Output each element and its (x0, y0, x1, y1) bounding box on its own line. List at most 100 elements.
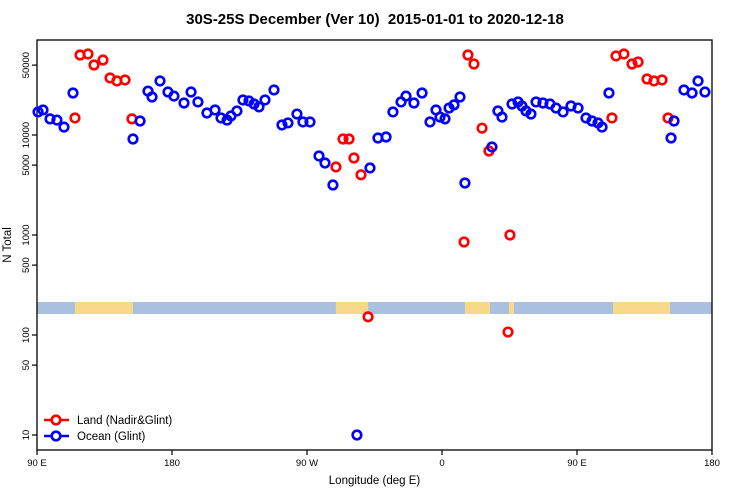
data-point-ocean (668, 115, 680, 127)
data-point-ocean (319, 157, 331, 169)
data-point-ocean (665, 132, 677, 144)
data-point-ocean (557, 106, 569, 118)
data-point-ocean (304, 116, 316, 128)
data-point-land (337, 133, 349, 145)
data-point-land (502, 326, 514, 338)
data-point-ocean (51, 114, 63, 126)
data-point-ocean (268, 84, 280, 96)
data-point-land (462, 49, 474, 61)
data-point-ocean (253, 101, 265, 113)
band-segment-ocean (37, 301, 75, 315)
y-axis-tick-label: 10 (21, 430, 32, 441)
y-axis-tick-label: 500 (21, 257, 32, 273)
data-point-ocean (486, 141, 498, 153)
data-point-land (348, 152, 360, 164)
data-point-ocean (692, 75, 704, 87)
data-point-land (119, 74, 131, 86)
data-point-ocean (291, 108, 303, 120)
data-point-ocean (276, 119, 288, 131)
data-point-land (504, 229, 516, 241)
x-axis-label: Longitude (deg E) (329, 475, 421, 487)
band-segment-ocean (514, 301, 613, 315)
data-point-ocean (146, 91, 158, 103)
data-point-ocean (58, 121, 70, 133)
y-axis-label: N Total (2, 227, 14, 263)
data-point-ocean (448, 99, 460, 111)
data-point-ocean (297, 116, 309, 128)
data-point-ocean (67, 87, 79, 99)
data-point-ocean (454, 91, 466, 103)
x-axis-tick-label: 90 E (27, 458, 47, 469)
data-point-ocean (459, 177, 471, 189)
y-axis-tick-label: 5000 (21, 155, 32, 176)
band-segment-ocean (133, 301, 336, 315)
data-point-ocean (154, 75, 166, 87)
x-axis-tick-label: 90 W (296, 458, 318, 469)
data-point-ocean (209, 104, 221, 116)
data-point-land (606, 112, 618, 124)
data-point-ocean (537, 97, 549, 109)
data-point-land (330, 161, 342, 173)
band-segment-ocean (368, 301, 465, 315)
band-segment-ocean (490, 301, 510, 315)
data-point-land (626, 58, 638, 70)
data-point-land (618, 48, 630, 60)
data-point-ocean (525, 108, 537, 120)
data-point-ocean (327, 179, 339, 191)
band-segment-ocean (670, 301, 712, 315)
data-point-ocean (400, 90, 412, 102)
legend-marker-land (50, 414, 62, 426)
data-point-ocean (387, 106, 399, 118)
band-segment-land (74, 301, 133, 315)
data-point-ocean (134, 115, 146, 127)
data-point-ocean (380, 131, 392, 143)
data-point-ocean (496, 111, 508, 123)
legend-label-land: Land (Nadir&Glint) (77, 415, 172, 427)
band-segment-land (335, 301, 369, 315)
data-point-ocean (313, 150, 325, 162)
chart-title: 30S-25S December (Ver 10) 2015-01-01 to … (186, 11, 564, 28)
data-point-ocean (259, 94, 271, 106)
data-point-land (343, 133, 355, 145)
y-axis-tick-label: 10000 (21, 122, 32, 148)
data-point-ocean (127, 133, 139, 145)
data-point-ocean (416, 87, 428, 99)
plot-border (36, 39, 713, 451)
data-point-ocean (185, 86, 197, 98)
data-point-ocean (237, 94, 249, 106)
data-point-ocean (586, 115, 598, 127)
data-point-land (656, 74, 668, 86)
data-point-ocean (215, 112, 227, 124)
data-point-land (97, 54, 109, 66)
data-point-land (458, 236, 470, 248)
data-point-land (69, 112, 81, 124)
legend-label-ocean: Ocean (Glint) (77, 431, 146, 443)
data-point-ocean (603, 87, 615, 99)
data-point-ocean (572, 102, 584, 114)
data-point-land (476, 122, 488, 134)
data-point-ocean (408, 97, 420, 109)
y-axis-tick-label: 1000 (21, 224, 32, 245)
x-axis-tick-label: 0 (439, 458, 444, 469)
data-point-ocean (351, 429, 363, 441)
x-axis-tick-label: 180 (164, 458, 180, 469)
y-axis-tick-label: 50000 (21, 52, 32, 78)
legend-marker-ocean (50, 430, 62, 442)
x-axis-tick-label: 180 (704, 458, 720, 469)
data-point-land (632, 56, 644, 68)
data-point-land (362, 311, 374, 323)
data-point-ocean (699, 86, 711, 98)
data-point-ocean (282, 117, 294, 129)
data-point-land (355, 169, 367, 181)
data-point-land (468, 58, 480, 70)
y-axis-tick-label: 100 (21, 327, 32, 343)
data-point-ocean (596, 121, 608, 133)
y-axis-tick-label: 50 (21, 360, 32, 371)
data-point-ocean (506, 98, 518, 110)
x-axis-tick-label: 90 E (567, 458, 587, 469)
data-point-ocean (530, 96, 542, 108)
band-segment-land (613, 301, 670, 315)
data-point-ocean (439, 113, 451, 125)
data-point-ocean (44, 113, 56, 125)
